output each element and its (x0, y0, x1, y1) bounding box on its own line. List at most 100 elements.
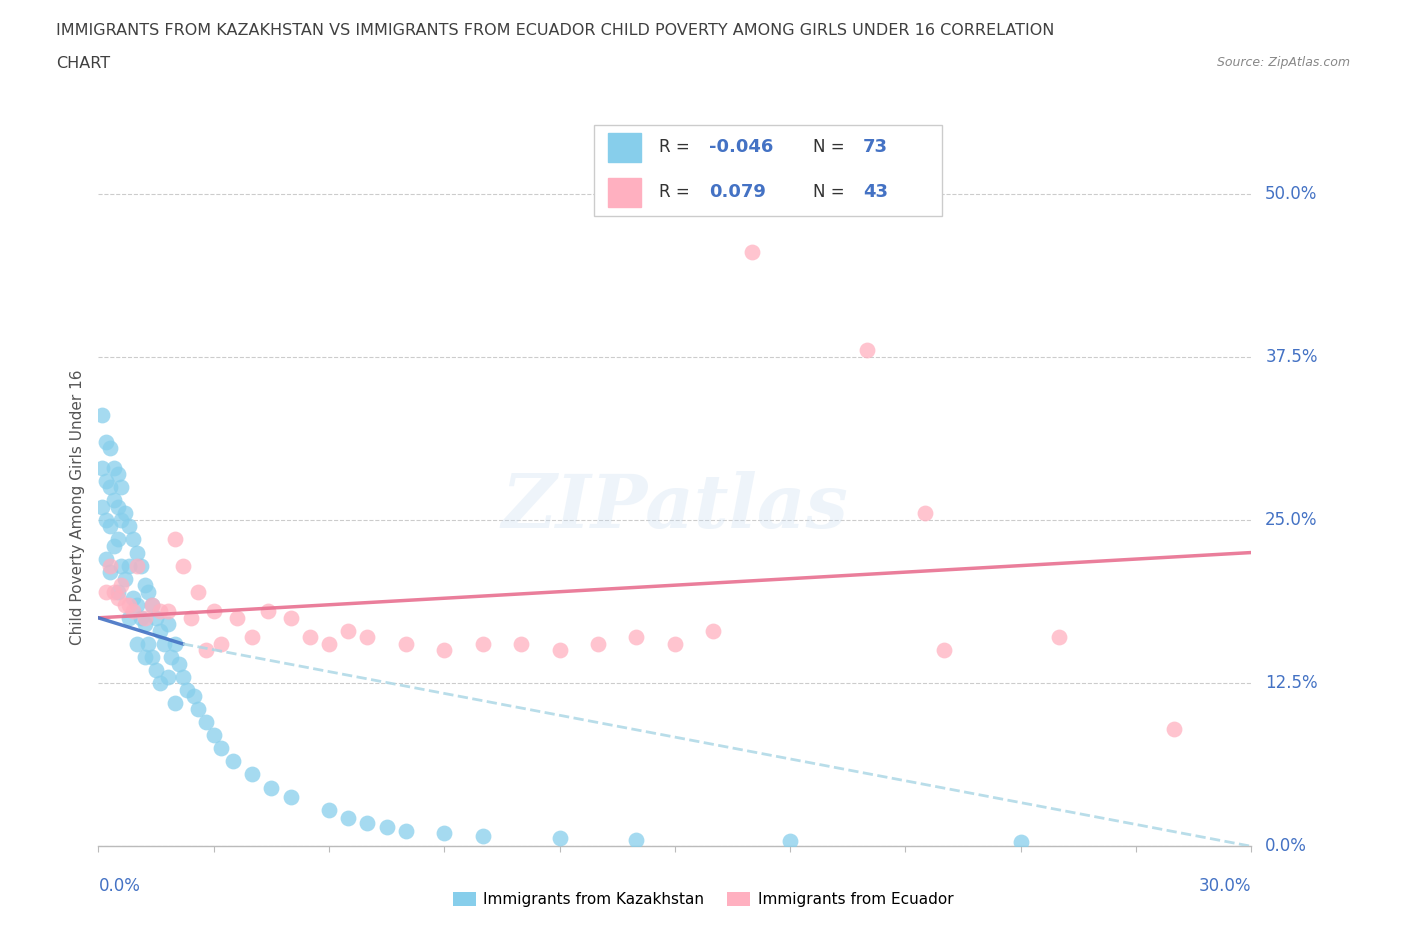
Point (94, 584, 117, 599)
Point (626, 832, 648, 847)
Text: 30.0%: 30.0% (1199, 877, 1251, 895)
Point (433, 643, 456, 658)
Point (160, 649, 183, 664)
Point (110, 578, 132, 592)
Point (165, 532, 187, 547)
Point (118, 519, 141, 534)
Text: 73: 73 (863, 138, 889, 156)
Point (94, 434, 117, 449)
Point (240, 767, 263, 782)
Point (156, 617, 179, 631)
Point (176, 683, 198, 698)
Point (195, 715, 218, 730)
Point (107, 532, 129, 547)
Point (318, 636, 340, 651)
Point (129, 558, 152, 573)
Point (260, 780, 283, 795)
Point (125, 558, 148, 573)
Point (134, 649, 156, 664)
Text: 25.0%: 25.0% (1265, 511, 1317, 529)
Point (548, 831, 571, 846)
Point (125, 545, 148, 560)
Point (337, 810, 360, 825)
Bar (609, 178, 641, 206)
Point (280, 610, 302, 625)
Point (129, 610, 152, 625)
Point (375, 819, 398, 834)
Point (395, 823, 418, 838)
Point (183, 689, 205, 704)
Point (356, 816, 378, 830)
Point (107, 499, 129, 514)
Text: 0.079: 0.079 (709, 182, 766, 201)
Text: CHART: CHART (56, 56, 110, 71)
Point (256, 604, 278, 618)
Point (165, 696, 187, 711)
Point (107, 591, 129, 605)
Point (134, 578, 156, 592)
Point (1047, 630, 1070, 644)
Point (98, 441, 121, 456)
Point (94, 512, 117, 527)
Point (1163, 722, 1185, 737)
Legend: Immigrants from Kazakhstan, Immigrants from Ecuador: Immigrants from Kazakhstan, Immigrants f… (447, 886, 959, 913)
Point (118, 597, 141, 612)
Point (702, 623, 724, 638)
Point (167, 656, 190, 671)
Point (145, 610, 167, 625)
Point (156, 670, 179, 684)
Point (209, 741, 232, 756)
Point (107, 584, 129, 599)
Text: N =: N = (813, 182, 845, 201)
Point (395, 636, 418, 651)
Text: IMMIGRANTS FROM KAZAKHSTAN VS IMMIGRANTS FROM ECUADOR CHILD POVERTY AMONG GIRLS : IMMIGRANTS FROM KAZAKHSTAN VS IMMIGRANTS… (56, 23, 1054, 38)
Point (172, 670, 194, 684)
Point (125, 636, 148, 651)
Point (187, 584, 209, 599)
Point (626, 630, 648, 644)
Point (103, 493, 125, 508)
Point (98, 558, 121, 573)
Point (586, 636, 609, 651)
Point (779, 833, 801, 848)
Point (91, 499, 114, 514)
Point (149, 676, 172, 691)
Point (471, 636, 494, 651)
Text: Source: ZipAtlas.com: Source: ZipAtlas.com (1216, 56, 1350, 69)
Point (172, 558, 194, 573)
Point (187, 702, 209, 717)
Point (149, 623, 172, 638)
Point (141, 649, 163, 664)
Point (548, 643, 571, 658)
Text: N =: N = (813, 138, 845, 156)
Point (156, 604, 179, 618)
Point (122, 591, 145, 605)
Point (318, 803, 340, 817)
Point (138, 584, 160, 599)
Point (932, 643, 955, 658)
Point (114, 597, 136, 612)
Text: 37.5%: 37.5% (1265, 348, 1317, 365)
Point (91, 460, 114, 475)
Point (103, 584, 125, 599)
Point (134, 617, 156, 631)
Point (856, 343, 879, 358)
Point (240, 630, 263, 644)
Point (165, 636, 187, 651)
Point (114, 571, 136, 586)
Point (125, 597, 148, 612)
Point (202, 728, 225, 743)
Point (152, 636, 174, 651)
Point (741, 245, 763, 259)
Point (209, 636, 232, 651)
Point (510, 636, 533, 651)
Point (94, 551, 117, 566)
Text: 50.0%: 50.0% (1265, 184, 1317, 203)
Point (141, 597, 163, 612)
Point (110, 512, 132, 527)
Point (433, 826, 456, 841)
Point (122, 604, 145, 618)
Text: ZIPatlas: ZIPatlas (502, 471, 848, 543)
Point (107, 467, 129, 482)
Point (195, 643, 218, 658)
